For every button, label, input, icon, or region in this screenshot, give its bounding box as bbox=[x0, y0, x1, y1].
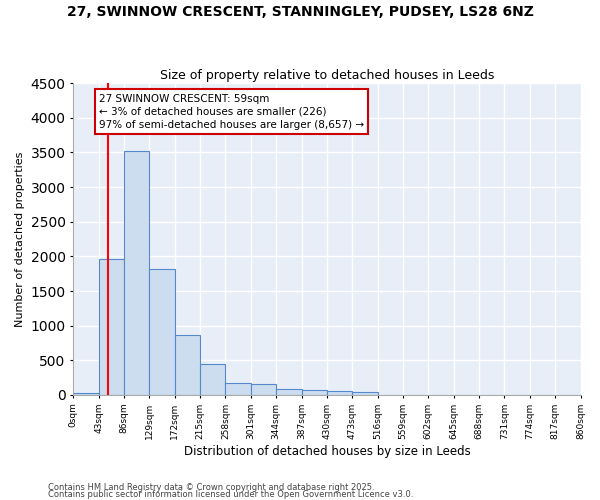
Text: 27, SWINNOW CRESCENT, STANNINGLEY, PUDSEY, LS28 6NZ: 27, SWINNOW CRESCENT, STANNINGLEY, PUDSE… bbox=[67, 5, 533, 19]
X-axis label: Distribution of detached houses by size in Leeds: Distribution of detached houses by size … bbox=[184, 444, 470, 458]
Bar bbox=[149, 269, 175, 395]
Bar bbox=[175, 336, 200, 395]
Y-axis label: Number of detached properties: Number of detached properties bbox=[15, 152, 25, 326]
Bar bbox=[276, 388, 302, 395]
Bar bbox=[226, 384, 251, 395]
Bar bbox=[327, 392, 352, 395]
Bar bbox=[352, 392, 377, 395]
Bar bbox=[302, 390, 327, 395]
Text: Contains HM Land Registry data © Crown copyright and database right 2025.: Contains HM Land Registry data © Crown c… bbox=[48, 484, 374, 492]
Bar bbox=[98, 259, 124, 395]
Bar bbox=[251, 384, 276, 395]
Bar bbox=[73, 393, 98, 395]
Bar bbox=[124, 151, 149, 395]
Text: Contains public sector information licensed under the Open Government Licence v3: Contains public sector information licen… bbox=[48, 490, 413, 499]
Bar bbox=[200, 364, 226, 395]
Title: Size of property relative to detached houses in Leeds: Size of property relative to detached ho… bbox=[160, 69, 494, 82]
Text: 27 SWINNOW CRESCENT: 59sqm
← 3% of detached houses are smaller (226)
97% of semi: 27 SWINNOW CRESCENT: 59sqm ← 3% of detac… bbox=[98, 94, 364, 130]
